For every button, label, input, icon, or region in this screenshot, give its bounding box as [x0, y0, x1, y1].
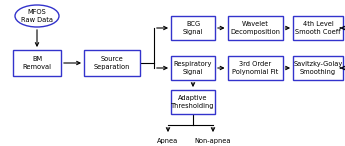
Text: Wavelet
Decomposition: Wavelet Decomposition	[230, 21, 280, 35]
Text: Apnea: Apnea	[157, 138, 179, 144]
Text: 4th Level
Smooth Coeff: 4th Level Smooth Coeff	[295, 21, 341, 35]
FancyBboxPatch shape	[171, 16, 215, 40]
Text: Savitzky-Golay
Smoothing: Savitzky-Golay Smoothing	[293, 61, 343, 75]
Text: Respiratory
Signal: Respiratory Signal	[174, 61, 212, 75]
Text: Non-apnea: Non-apnea	[195, 138, 231, 144]
FancyBboxPatch shape	[171, 56, 215, 80]
FancyBboxPatch shape	[13, 50, 61, 76]
Text: MFOS
Raw Data: MFOS Raw Data	[21, 9, 53, 23]
Text: Adaptive
Thresholding: Adaptive Thresholding	[171, 95, 215, 109]
Ellipse shape	[15, 5, 59, 27]
FancyBboxPatch shape	[293, 16, 343, 40]
Text: RR: RR	[344, 65, 345, 71]
Text: HR: HR	[344, 25, 345, 31]
Text: BM
Removal: BM Removal	[22, 56, 51, 70]
FancyBboxPatch shape	[84, 50, 140, 76]
FancyBboxPatch shape	[227, 56, 283, 80]
FancyBboxPatch shape	[227, 16, 283, 40]
Text: BCG
Signal: BCG Signal	[183, 21, 203, 35]
Text: Source
Separation: Source Separation	[94, 56, 130, 70]
Text: 3rd Order
Polynomial Fit: 3rd Order Polynomial Fit	[232, 61, 278, 75]
FancyBboxPatch shape	[293, 56, 343, 80]
FancyBboxPatch shape	[171, 90, 215, 114]
